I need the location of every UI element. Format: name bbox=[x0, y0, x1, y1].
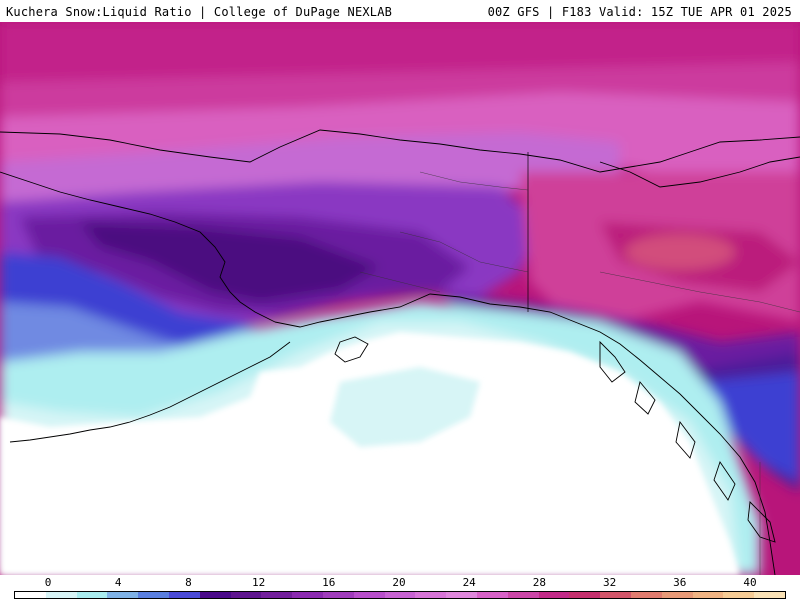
colorbar-bin bbox=[600, 592, 631, 598]
aleutian-chain bbox=[9, 341, 291, 443]
field-blue-bc bbox=[700, 372, 800, 482]
field-violet-upper bbox=[0, 132, 620, 202]
chukotka-coast bbox=[599, 156, 800, 188]
colorbar-bin bbox=[415, 592, 447, 598]
colorbar-bin bbox=[538, 592, 570, 598]
colorbar-bin bbox=[45, 592, 77, 598]
colorbar-legend: 0 4 8 12 16 20 24 28 32 36 40 bbox=[0, 575, 800, 600]
field-hot-spot bbox=[625, 234, 735, 270]
colorbar-tick-label: 28 bbox=[532, 576, 547, 589]
kodiak-island bbox=[334, 336, 369, 363]
colorbar-bin bbox=[507, 592, 539, 598]
snow-ratio-map bbox=[0, 22, 800, 575]
colorbar-tick-label: 8 bbox=[185, 576, 192, 589]
southeast-islands bbox=[599, 340, 736, 501]
colorbar-tick-label: 16 bbox=[322, 576, 336, 589]
colorbar-bin bbox=[353, 592, 385, 598]
colorbar-tick-label: 40 bbox=[743, 576, 757, 589]
coastlines bbox=[0, 129, 800, 575]
bering-coast bbox=[0, 171, 276, 323]
colorbar-bin bbox=[292, 592, 323, 598]
colorbar-tick-label: 4 bbox=[114, 576, 122, 589]
field-white-ocean bbox=[0, 332, 740, 575]
colorbar-tick-label: 32 bbox=[602, 576, 617, 589]
border-a bbox=[419, 171, 529, 191]
colorbar-bin bbox=[754, 592, 785, 598]
colorbar-tick-label: 24 bbox=[462, 576, 476, 589]
colorbar-bin bbox=[168, 592, 200, 598]
border-b bbox=[399, 231, 529, 273]
colorbar-bin bbox=[384, 592, 416, 598]
colorbar-bin bbox=[630, 592, 662, 598]
colorbar-bin bbox=[261, 592, 293, 598]
gulf-coastline bbox=[274, 293, 776, 575]
colorbar-tick-label: 36 bbox=[673, 576, 687, 589]
map-canvas bbox=[0, 22, 800, 575]
vancouver-island bbox=[747, 501, 776, 543]
colorbar-bin bbox=[76, 592, 108, 598]
field-cyan-patch bbox=[330, 367, 480, 447]
colorbar-bin bbox=[476, 592, 508, 598]
product-title: Kuchera Snow:Liquid Ratio | College of D… bbox=[6, 5, 393, 19]
colorbar-bin bbox=[661, 592, 693, 598]
colorbar-bin bbox=[199, 592, 231, 598]
border-d bbox=[599, 271, 800, 313]
colorbar-tick-label: 12 bbox=[251, 576, 266, 589]
model-valid-time: 00Z GFS | F183 Valid: 15Z TUE APR 01 202… bbox=[487, 5, 792, 19]
colorbar-bin bbox=[230, 592, 262, 598]
map-header: Kuchera Snow:Liquid Ratio | College of D… bbox=[0, 0, 800, 22]
colorbar-bin bbox=[723, 592, 755, 598]
arctic-coastline bbox=[0, 129, 800, 173]
colorbar-bin bbox=[322, 592, 354, 598]
interior-borders bbox=[359, 171, 800, 575]
colorbar bbox=[14, 591, 786, 599]
field-deepest bbox=[80, 222, 380, 302]
colorbar-tick-label: 20 bbox=[392, 576, 406, 589]
colorbar-bin bbox=[107, 592, 139, 598]
colorbar-bin bbox=[692, 592, 724, 598]
colorbar-tick-label: 0 bbox=[44, 576, 52, 589]
colorbar-bin bbox=[569, 592, 601, 598]
colorbar-bin bbox=[446, 592, 477, 598]
colorbar-bin bbox=[138, 592, 169, 598]
border-c bbox=[359, 271, 441, 293]
colorbar-bin bbox=[15, 592, 46, 598]
